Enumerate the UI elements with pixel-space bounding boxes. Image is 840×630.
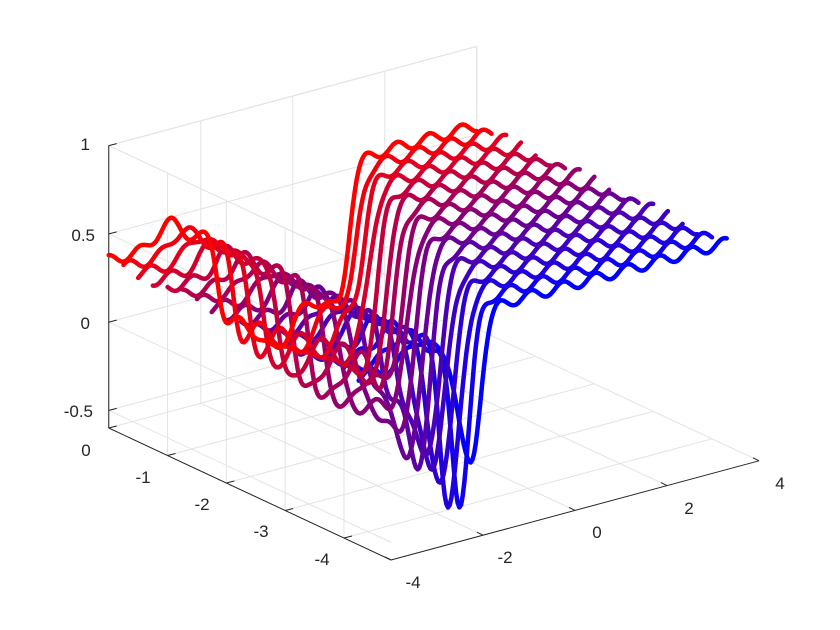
z-tick-label: 1 — [81, 135, 90, 154]
data-series-line — [268, 196, 641, 472]
y-axis-line — [108, 427, 392, 561]
floor-grid-line — [476, 328, 760, 462]
y-tick — [108, 425, 117, 429]
x-tick — [384, 556, 392, 561]
x-tick-label: -4 — [405, 573, 420, 592]
x-tick-label: 4 — [775, 474, 784, 493]
data-series-line — [121, 127, 494, 355]
x-tick — [476, 531, 484, 536]
x-tick-label: 2 — [684, 499, 693, 518]
side-wall-grid-line — [108, 321, 392, 455]
y-tick — [226, 480, 235, 484]
y-tick-label: -1 — [135, 468, 150, 487]
data-series-line — [238, 185, 612, 434]
x-tick — [568, 506, 576, 511]
data-series-line — [135, 132, 509, 360]
box-edge — [108, 45, 477, 147]
z-tick — [108, 319, 117, 323]
axes — [108, 143, 760, 561]
y-tick-label: -4 — [314, 550, 329, 569]
y-tick — [167, 453, 176, 456]
data-series-line — [106, 122, 480, 351]
box-edge — [108, 145, 392, 279]
z-tick — [108, 407, 117, 411]
x-tick — [660, 482, 668, 487]
x-tick-label: 0 — [592, 523, 601, 542]
z-tick-label: 0.5 — [71, 226, 95, 245]
data-traces — [106, 122, 729, 510]
x-tick — [752, 457, 760, 462]
floor-grid-line — [343, 438, 713, 539]
y-tick-label: -3 — [253, 522, 268, 541]
data-series-line — [180, 156, 553, 389]
x-tick-label: -2 — [497, 548, 512, 567]
z-tick-label: 0 — [81, 314, 90, 333]
side-wall-grid-line — [108, 409, 392, 543]
z-tick-label: -0.5 — [64, 402, 93, 421]
back-wall-grid-line — [108, 222, 477, 323]
data-series-line — [165, 151, 538, 378]
z-tick — [108, 231, 117, 235]
y-tick-label: 0 — [81, 441, 90, 460]
data-series-line — [194, 161, 568, 400]
y-tick — [285, 508, 294, 511]
tick-labels: 1 0.5 0 -0.5 0 -1 -2 -3 -4 -4 -2 0 2 4 — [64, 135, 785, 592]
data-series-line — [253, 191, 627, 461]
data-series-line — [209, 166, 582, 409]
z-tick — [108, 143, 117, 147]
y-tick — [343, 535, 353, 539]
y-tick-label: -2 — [194, 495, 209, 514]
